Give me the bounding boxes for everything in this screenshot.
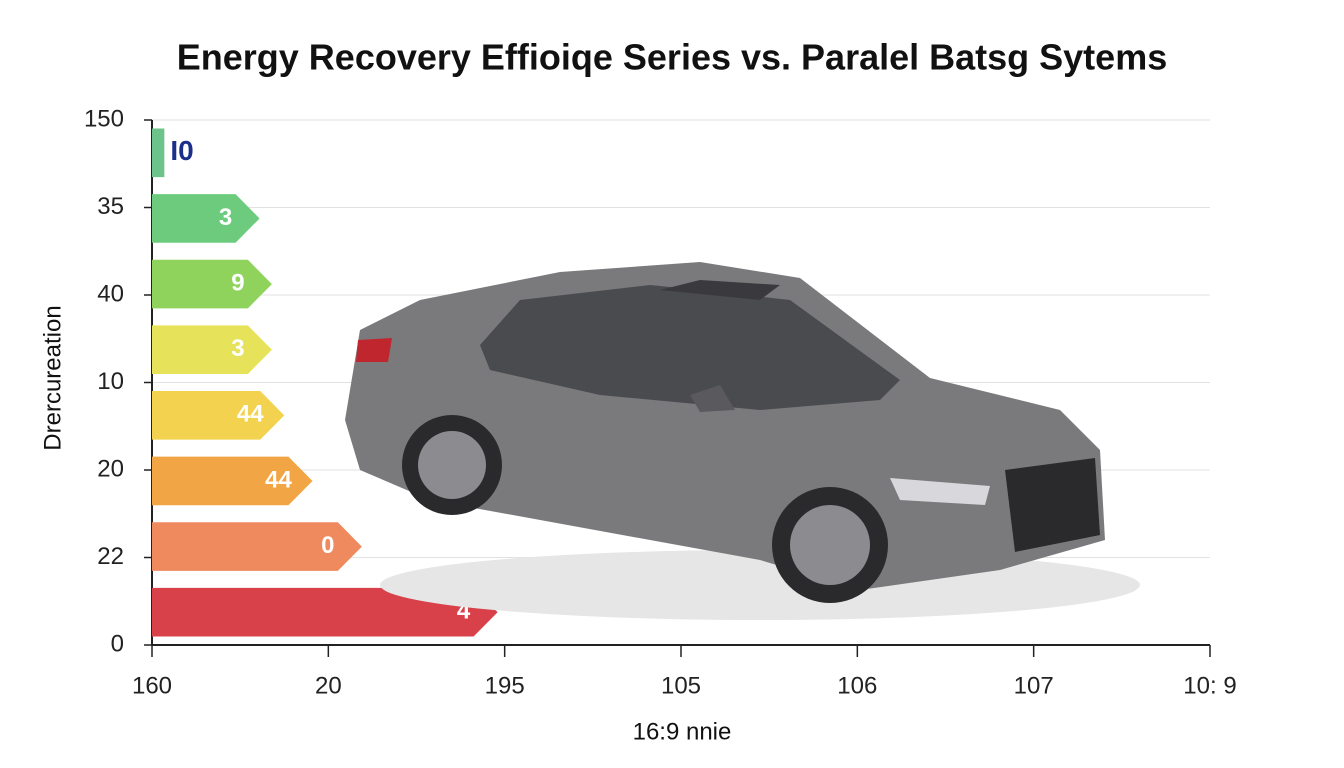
bar	[152, 587, 498, 637]
bar-label: 3	[219, 204, 232, 231]
front-rim	[790, 505, 870, 585]
bar	[152, 456, 313, 506]
sunroof	[660, 280, 780, 300]
car-windows	[480, 285, 900, 410]
bar-label: 44	[237, 401, 264, 428]
y-tick-label: 10	[97, 368, 124, 395]
bar	[152, 522, 362, 571]
x-tick-label: 160	[132, 672, 172, 699]
bar	[152, 325, 272, 374]
y-tick-label: 22	[97, 543, 124, 570]
y-axis-title: Drercureation	[39, 305, 66, 450]
bar	[152, 194, 260, 243]
bar-label: 3	[231, 335, 244, 362]
bar	[152, 128, 165, 178]
y-tick-label: 35	[97, 193, 124, 220]
plot-area: 0 22 20 10 40 35 150 160 20 195 105 106 107 10: 9 I0 3 9…	[84, 105, 1237, 699]
rear-rim	[418, 431, 486, 499]
x-tick-label: 105	[661, 672, 701, 699]
bar-label: I0	[170, 135, 193, 166]
bar	[152, 391, 285, 440]
x-axis-title: 16:9 nnie	[633, 718, 732, 745]
bar-label: 44	[265, 466, 292, 493]
x-tick-label: 107	[1014, 672, 1054, 699]
y-tick-label: 0	[111, 630, 124, 657]
bar-label: 0	[321, 532, 334, 559]
taillight	[356, 338, 392, 362]
chart-title: Energy Recovery Effioiqe Series vs. Para…	[177, 37, 1167, 78]
x-tick-label: 20	[315, 672, 342, 699]
y-tick-label: 40	[97, 280, 124, 307]
x-tick-label: 10: 9	[1183, 672, 1236, 699]
y-tick-label: 150	[84, 105, 124, 132]
bar-label: 9	[231, 269, 244, 296]
mirror	[690, 385, 735, 412]
grille	[1005, 458, 1100, 552]
x-tick-label: 195	[485, 672, 525, 699]
y-tick-label: 20	[97, 455, 124, 482]
car-illustration	[345, 262, 1140, 620]
bar	[152, 259, 272, 309]
x-tick-label: 106	[837, 672, 877, 699]
headlight	[890, 478, 990, 505]
